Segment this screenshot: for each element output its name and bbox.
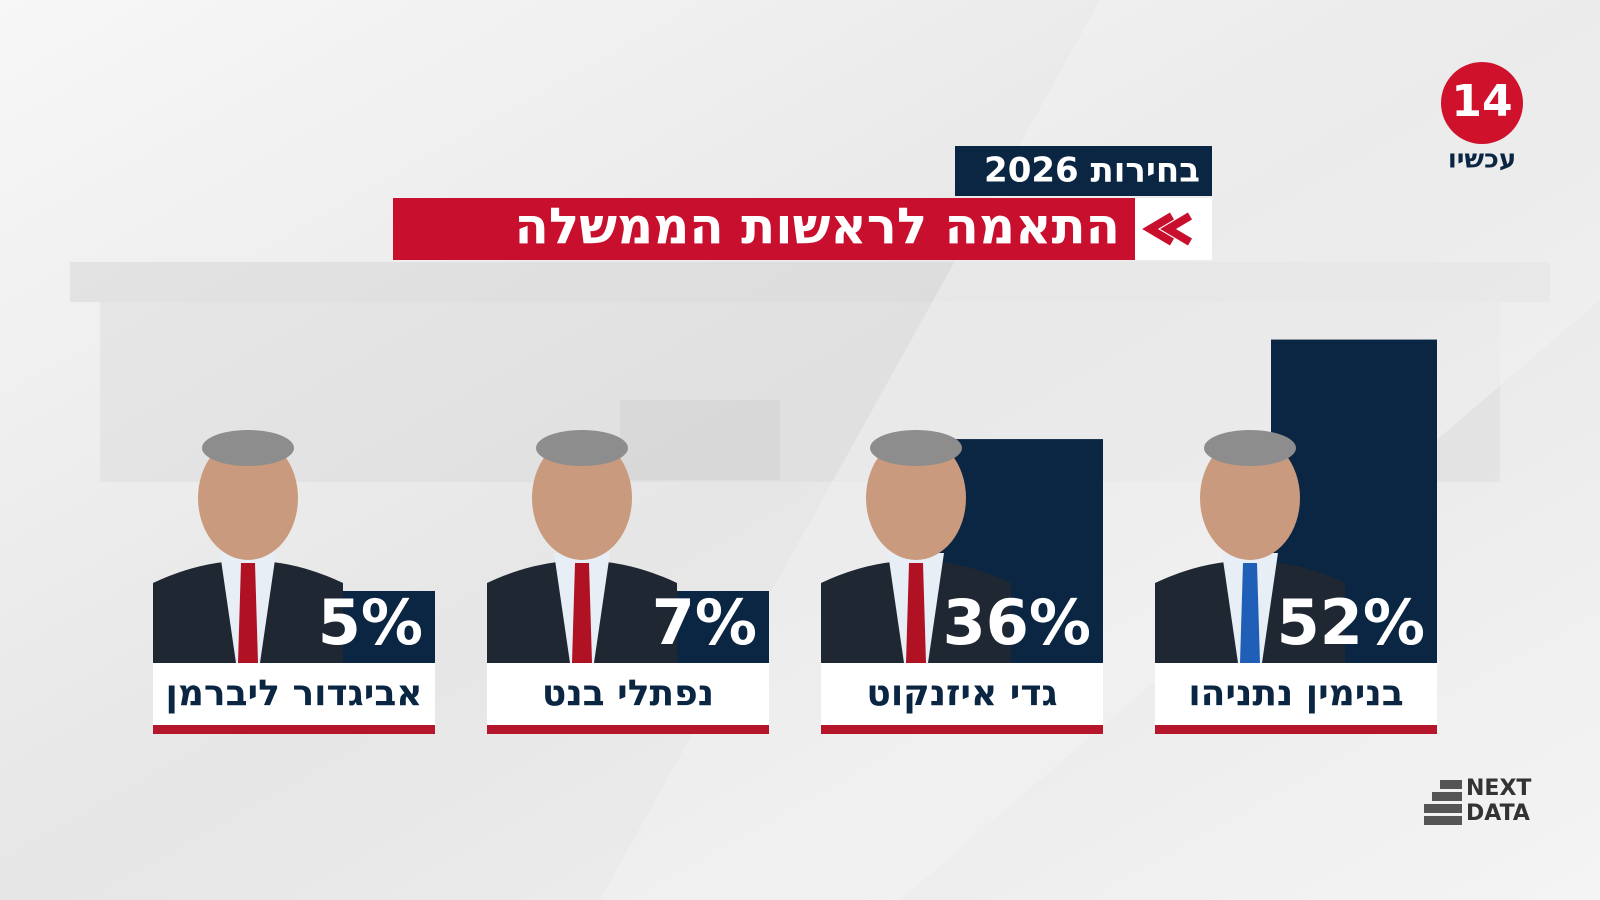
value-label: 52%: [1277, 586, 1425, 659]
chart-title: התאמה לראשות הממשלה: [515, 198, 1120, 256]
name-underline: [821, 725, 1103, 734]
logo-word: עכשיו: [1448, 145, 1516, 175]
name-box: [1155, 663, 1437, 725]
category-label: בנימין נתניהו: [1188, 673, 1403, 714]
category-label: נפתלי בנט: [542, 673, 714, 714]
name-underline: [487, 725, 769, 734]
name-underline: [1155, 725, 1437, 734]
person-hair: [870, 430, 962, 466]
person-tie: [238, 563, 258, 663]
person-hair: [1204, 430, 1296, 466]
chart-subtitle: בחירות 2026: [984, 151, 1200, 191]
person-hair: [536, 430, 628, 466]
value-label: 7%: [652, 586, 757, 659]
person-head: [198, 436, 298, 560]
person-head: [866, 436, 966, 560]
person-head: [1200, 436, 1300, 560]
title-box: [393, 198, 1135, 260]
value-label: 5%: [318, 586, 423, 659]
name-box: [821, 663, 1103, 725]
category-label: אביגדור ליברמן: [166, 673, 423, 714]
person-tie: [572, 563, 592, 663]
name-box: [153, 663, 435, 725]
title-arrows: [1142, 212, 1193, 246]
nextdata-line1: NEXT: [1466, 776, 1531, 801]
subtitle-box: [955, 146, 1212, 196]
nextdata-line2: DATA: [1466, 801, 1530, 826]
person-head: [532, 436, 632, 560]
name-underline: [153, 725, 435, 734]
person-hair: [202, 430, 294, 466]
nextdata-icon: [1424, 780, 1462, 825]
logo-circle: [1441, 62, 1523, 144]
category-label: גדי איזנקוט: [866, 673, 1057, 714]
person-tie: [906, 563, 926, 663]
value-label: 36%: [943, 586, 1091, 659]
person-tie: [1240, 563, 1260, 663]
logo-number: 14: [1451, 76, 1512, 127]
name-box: [487, 663, 769, 725]
